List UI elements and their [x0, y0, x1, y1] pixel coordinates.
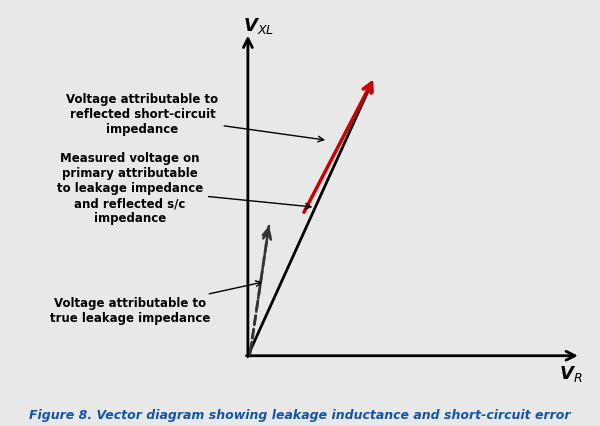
Text: Voltage attributable to
reflected short-circuit
impedance: Voltage attributable to reflected short-… — [67, 93, 323, 142]
Text: Voltage attributable to
true leakage impedance: Voltage attributable to true leakage imp… — [50, 281, 262, 325]
Text: V$_{R}$: V$_{R}$ — [559, 364, 583, 384]
Text: V$_{XL}$: V$_{XL}$ — [243, 17, 274, 37]
Text: Figure 8. Vector diagram showing leakage inductance and short-circuit error: Figure 8. Vector diagram showing leakage… — [29, 409, 571, 422]
Text: Measured voltage on
primary attributable
to leakage impedance
and reflected s/c
: Measured voltage on primary attributable… — [57, 152, 311, 225]
